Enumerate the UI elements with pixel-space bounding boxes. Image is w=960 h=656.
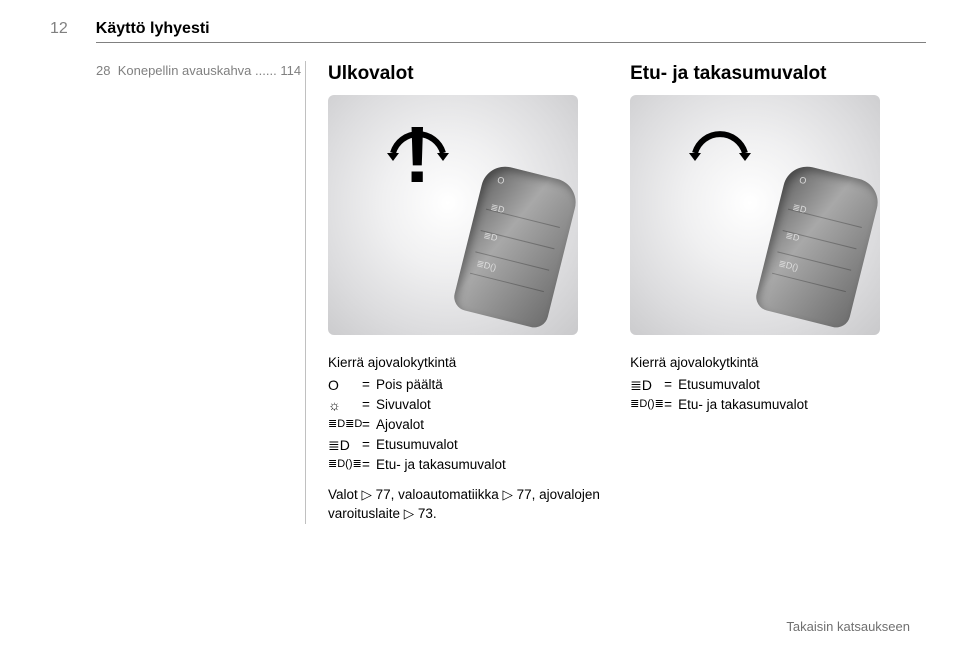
stalk-icon: O bbox=[496, 175, 518, 190]
legend-eq: = bbox=[664, 375, 678, 395]
legend-eq: = bbox=[362, 435, 376, 455]
light-stalk-icon: O ≣D ≣D ≣D() bbox=[451, 162, 578, 331]
legend-row: ≣D = Etusumuvalot bbox=[630, 375, 910, 395]
legend-text: Ajovalot bbox=[376, 415, 424, 435]
legend-text: Etu- ja takasumuvalot bbox=[376, 455, 506, 475]
legend-eq: = bbox=[664, 395, 678, 415]
legend-symbol: ≣D bbox=[630, 375, 664, 395]
illustration-right: O ≣D ≣D ≣D() bbox=[630, 95, 880, 335]
legend-symbol: ≣D bbox=[328, 435, 362, 455]
rotate-arrow-icon bbox=[687, 113, 753, 161]
legend-symbol: ≣D≣D bbox=[328, 417, 362, 433]
legend-row: O = Pois päältä bbox=[328, 375, 600, 395]
mid-column: Ulkovalot ! O ≣D ≣D ≣D() bbox=[306, 61, 618, 524]
stalk-icon: O bbox=[798, 175, 820, 190]
right-column: Etu- ja takasumuvalot O ≣D ≣D ≣D() bbox=[618, 61, 910, 524]
legend-symbol: ≣D()≣ bbox=[328, 457, 362, 473]
back-link[interactable]: Takaisin katsaukseen bbox=[786, 619, 910, 634]
legend-text: Etu- ja takasumuvalot bbox=[678, 395, 808, 415]
legend-row: ≣D = Etusumuvalot bbox=[328, 435, 600, 455]
header-underline bbox=[96, 42, 926, 43]
stalk-icon: ≣D() bbox=[475, 258, 497, 274]
legend-eq: = bbox=[362, 375, 376, 395]
legend-title: Kierrä ajovalokytkintä bbox=[630, 353, 910, 373]
page-number: 12 bbox=[50, 20, 68, 38]
legend-row: ≣D()≣ = Etu- ja takasumuvalot bbox=[328, 455, 600, 475]
legend-symbol: O bbox=[328, 375, 362, 395]
legend-row: ≣D≣D = Ajovalot bbox=[328, 415, 600, 435]
legend-symbol: ☼ bbox=[328, 395, 362, 415]
legend-eq: = bbox=[362, 395, 376, 415]
legend-text: Etusumuvalot bbox=[678, 375, 760, 395]
legend-right: Kierrä ajovalokytkintä ≣D = Etusumuvalot… bbox=[630, 353, 910, 414]
legend-text: Pois päältä bbox=[376, 375, 443, 395]
legend-row: ≣D()≣ = Etu- ja takasumuvalot bbox=[630, 395, 910, 415]
legend-text: Sivuvalot bbox=[376, 395, 431, 415]
index-dots: ...... 114 bbox=[255, 63, 301, 78]
rotate-arrow-icon bbox=[385, 113, 451, 161]
index-entry: 28 Konepellin avauskahva ...... 114 bbox=[96, 63, 287, 78]
stalk-icon: ≣D bbox=[791, 202, 813, 218]
legend-row: ☼ = Sivuvalot bbox=[328, 395, 600, 415]
right-heading: Etu- ja takasumuvalot bbox=[630, 63, 910, 85]
stalk-icon: ≣D bbox=[784, 230, 806, 246]
legend-mid: Kierrä ajovalokytkintä O = Pois päältä ☼… bbox=[328, 353, 600, 475]
legend-eq: = bbox=[362, 455, 376, 475]
mid-heading: Ulkovalot bbox=[328, 63, 600, 85]
stalk-icon: ≣D bbox=[482, 230, 504, 246]
legend-text: Etusumuvalot bbox=[376, 435, 458, 455]
section-title: Käyttö lyhyesti bbox=[96, 20, 210, 38]
legend-symbol: ≣D()≣ bbox=[630, 397, 664, 413]
index-column: 28 Konepellin avauskahva ...... 114 bbox=[96, 61, 306, 524]
legend-eq: = bbox=[362, 415, 376, 435]
index-label: Konepellin avauskahva bbox=[118, 63, 252, 78]
footnote-mid: Valot ▷ 77, valoautomatiikka ▷ 77, ajova… bbox=[328, 485, 600, 524]
legend-title: Kierrä ajovalokytkintä bbox=[328, 353, 600, 373]
stalk-icon: ≣D() bbox=[777, 258, 799, 274]
index-page: 28 bbox=[96, 63, 110, 78]
stalk-icon: ≣D bbox=[489, 202, 511, 218]
light-stalk-icon: O ≣D ≣D ≣D() bbox=[753, 162, 880, 331]
illustration-left: ! O ≣D ≣D ≣D() bbox=[328, 95, 578, 335]
